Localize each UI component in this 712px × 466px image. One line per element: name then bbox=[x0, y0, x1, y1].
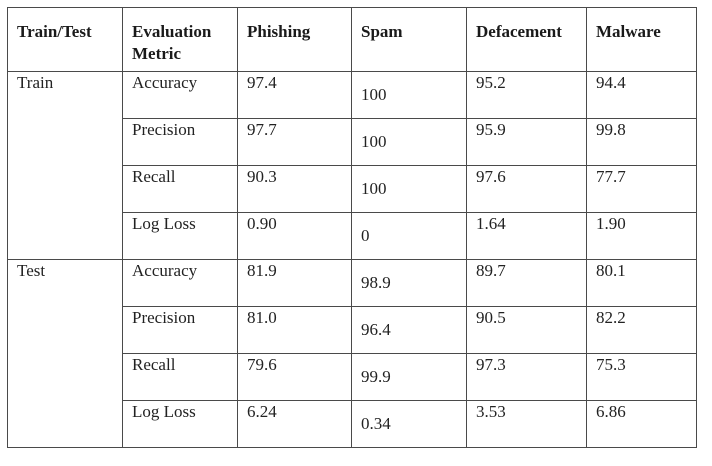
phishing-value: 97.7 bbox=[237, 118, 352, 166]
group-label-train: Train bbox=[7, 71, 123, 260]
table-row: Recall 90.3 100 97.6 77.7 bbox=[8, 165, 697, 213]
defacement-value: 90.5 bbox=[466, 306, 587, 354]
spam-value: 98.9 bbox=[351, 259, 467, 307]
spam-value: 100 bbox=[351, 71, 467, 119]
phishing-value: 81.0 bbox=[237, 306, 352, 354]
table-row: Precision 81.0 96.4 90.5 82.2 bbox=[8, 306, 697, 354]
header-row: Train/Test Evaluation Metric Phishing Sp… bbox=[7, 7, 697, 72]
phishing-value: 6.24 bbox=[237, 400, 352, 448]
header-malware: Malware bbox=[586, 7, 697, 72]
table-row: Precision 97.7 100 95.9 99.8 bbox=[8, 118, 697, 166]
metric-label: Accuracy bbox=[122, 259, 238, 307]
phishing-value: 79.6 bbox=[237, 353, 352, 401]
malware-value: 82.2 bbox=[586, 306, 697, 354]
spam-value: 100 bbox=[351, 118, 467, 166]
header-spam: Spam bbox=[351, 7, 467, 72]
metric-label: Accuracy bbox=[122, 71, 238, 119]
table-row: Test Accuracy 81.9 98.9 89.7 80.1 bbox=[7, 259, 697, 448]
metric-label: Precision bbox=[122, 306, 238, 354]
header-evaluation-metric: Evaluation Metric bbox=[122, 7, 238, 72]
header-defacement: Defacement bbox=[466, 7, 587, 72]
metric-label: Log Loss bbox=[122, 400, 238, 448]
defacement-value: 1.64 bbox=[466, 212, 587, 260]
malware-value: 75.3 bbox=[586, 353, 697, 401]
metric-label: Log Loss bbox=[122, 212, 238, 260]
malware-value: 1.90 bbox=[586, 212, 697, 260]
malware-value: 94.4 bbox=[586, 71, 697, 119]
phishing-value: 97.4 bbox=[237, 71, 352, 119]
metric-label: Recall bbox=[122, 165, 238, 213]
malware-value: 80.1 bbox=[586, 259, 697, 307]
defacement-value: 97.6 bbox=[466, 165, 587, 213]
defacement-value: 95.9 bbox=[466, 118, 587, 166]
table-row: Log Loss 6.24 0.34 3.53 6.86 bbox=[8, 400, 697, 448]
spam-value: 0 bbox=[351, 212, 467, 260]
spam-value: 99.9 bbox=[351, 353, 467, 401]
header-train-test: Train/Test bbox=[7, 7, 123, 72]
spam-value: 96.4 bbox=[351, 306, 467, 354]
malware-value: 6.86 bbox=[586, 400, 697, 448]
defacement-value: 3.53 bbox=[466, 400, 587, 448]
phishing-value: 90.3 bbox=[237, 165, 352, 213]
group-label-test: Test bbox=[7, 259, 123, 448]
defacement-value: 89.7 bbox=[466, 259, 587, 307]
malware-value: 99.8 bbox=[586, 118, 697, 166]
header-phishing: Phishing bbox=[237, 7, 352, 72]
phishing-value: 81.9 bbox=[237, 259, 352, 307]
table-row: Train Accuracy 97.4 100 95.2 94.4 bbox=[7, 71, 697, 260]
metric-label: Recall bbox=[122, 353, 238, 401]
phishing-value: 0.90 bbox=[237, 212, 352, 260]
defacement-value: 95.2 bbox=[466, 71, 587, 119]
metric-label: Precision bbox=[122, 118, 238, 166]
spam-value: 0.34 bbox=[351, 400, 467, 448]
results-table: Train/Test Evaluation Metric Phishing Sp… bbox=[7, 7, 697, 448]
malware-value: 77.7 bbox=[586, 165, 697, 213]
spam-value: 100 bbox=[351, 165, 467, 213]
defacement-value: 97.3 bbox=[466, 353, 587, 401]
